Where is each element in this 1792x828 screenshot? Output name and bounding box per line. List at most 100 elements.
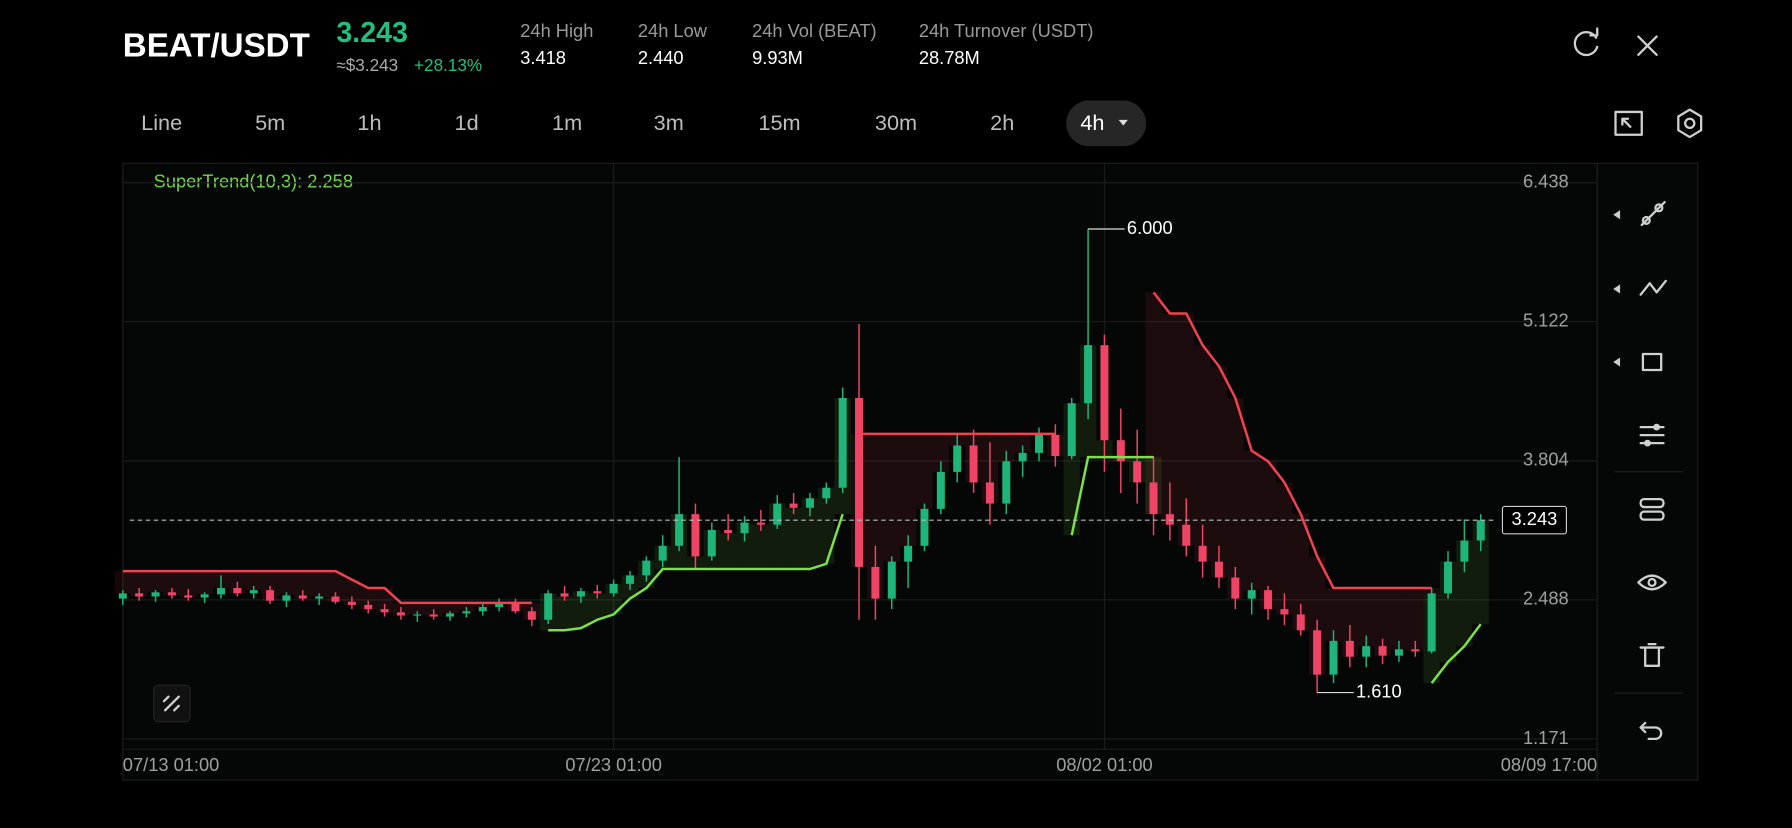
refresh-button[interactable] [1573, 27, 1599, 57]
trend-fill [1472, 520, 1489, 625]
timeframe-tab[interactable]: 3m [654, 110, 684, 135]
last-price: 3.243 [336, 17, 407, 49]
trend-fill [376, 588, 393, 613]
trend-fill [1390, 588, 1408, 650]
tool-shape[interactable] [1641, 352, 1663, 372]
timeframe-tab[interactable]: 30m [875, 110, 917, 135]
timeframe-tab[interactable]: 1d [455, 110, 479, 135]
x-tick-label: 07/13 01:00 [123, 754, 220, 775]
tool-adjust[interactable] [1639, 423, 1665, 447]
candle-body [200, 594, 209, 598]
trend-fill [1308, 556, 1326, 675]
close-button[interactable] [1637, 35, 1658, 56]
candle-body [789, 503, 798, 508]
candle-body [953, 445, 962, 472]
candle-body [1051, 434, 1060, 457]
trend-fill [899, 433, 917, 546]
candle-body [560, 593, 569, 597]
trend-fill [752, 524, 770, 570]
candle-body [298, 595, 307, 599]
trend-fill [1358, 588, 1375, 647]
candle-body [707, 529, 716, 557]
trend-fill [556, 596, 573, 631]
tool-layers[interactable] [1639, 497, 1665, 521]
candle-body [855, 397, 864, 567]
candle-body [233, 588, 242, 594]
stat-value: 2.440 [638, 47, 684, 68]
timeframe-tab[interactable]: 1m [552, 110, 582, 135]
trend-fill [801, 498, 819, 570]
trend-fill [589, 593, 606, 620]
candle-body [920, 508, 929, 546]
dropdown-caret [1118, 119, 1128, 126]
tool-visibility[interactable] [1637, 574, 1667, 591]
candle-body [527, 611, 536, 620]
trend-fill [605, 583, 622, 615]
trend-fill [327, 571, 344, 602]
candle-body [1476, 520, 1485, 541]
fullscreen-button[interactable] [1614, 110, 1643, 136]
candle-body [609, 583, 618, 594]
trend-fill [1210, 366, 1228, 578]
candle-body [413, 614, 422, 616]
candle-body [1296, 614, 1305, 631]
trend-fill [1292, 514, 1309, 631]
trend-fill [1178, 313, 1195, 546]
candle-body [1149, 482, 1158, 515]
trend-fill [310, 571, 328, 597]
candle-body [1018, 452, 1027, 462]
tool-undo[interactable] [1639, 721, 1663, 741]
candle-body [184, 595, 193, 598]
trend-fill [1439, 561, 1457, 662]
supertrend-line [122, 291, 1432, 605]
tool-fib[interactable] [1639, 279, 1667, 296]
candle-body [396, 612, 405, 616]
selected-pill [1066, 100, 1147, 147]
candle-body [364, 604, 373, 610]
candle-body [462, 611, 471, 614]
stat-label: 24h Low [638, 20, 708, 41]
candle-body [1427, 593, 1436, 652]
candle-body [511, 602, 520, 612]
candle-body [429, 614, 438, 617]
trend-fill [1341, 588, 1359, 657]
supertrend-line [548, 455, 1482, 684]
timeframe-tab[interactable]: 15m [758, 110, 800, 135]
stat-value: 9.93M [752, 47, 803, 68]
trend-fill [409, 602, 426, 615]
timeframe-tab[interactable]: 1h [357, 110, 381, 135]
trend-fill [572, 591, 590, 629]
tool-line[interactable] [1640, 201, 1666, 227]
settings-button[interactable] [1677, 108, 1703, 139]
timeframe-tab[interactable]: 2h [990, 110, 1014, 135]
trend-fill [180, 571, 197, 598]
trend-fill [1259, 461, 1277, 610]
timeframe-tab[interactable]: 4h [1080, 110, 1104, 135]
timeframe-tab[interactable]: 5m [255, 110, 285, 135]
trend-fill [1063, 403, 1080, 536]
trend-fill [147, 571, 164, 593]
candle-body [1231, 577, 1240, 599]
y-tick-label: 3.804 [1523, 449, 1569, 470]
tool-delete[interactable] [1639, 642, 1665, 667]
candle-body [249, 590, 258, 594]
sidebar-tools [1613, 201, 1683, 741]
candle-body [1198, 545, 1207, 562]
approx-price: ≈$3.243 [336, 55, 398, 75]
candle-body [1394, 649, 1403, 656]
change: +28.13% [414, 55, 482, 75]
trend-fill [1374, 588, 1391, 656]
candle-body [1133, 461, 1142, 483]
stat-label: 24h Turnover (USDT) [919, 20, 1094, 41]
candle-body [1444, 561, 1453, 594]
stat-value: 3.418 [520, 47, 566, 68]
candle-body [151, 592, 160, 597]
trend-fill [1014, 433, 1031, 453]
trend-fill [1145, 292, 1162, 515]
trend-fill [1407, 588, 1424, 652]
timeframe-tab[interactable]: Line [141, 110, 182, 135]
annotation-label: 1.610 [1356, 680, 1402, 701]
trend-fill [916, 433, 933, 509]
indicator-toggle[interactable] [153, 684, 191, 723]
